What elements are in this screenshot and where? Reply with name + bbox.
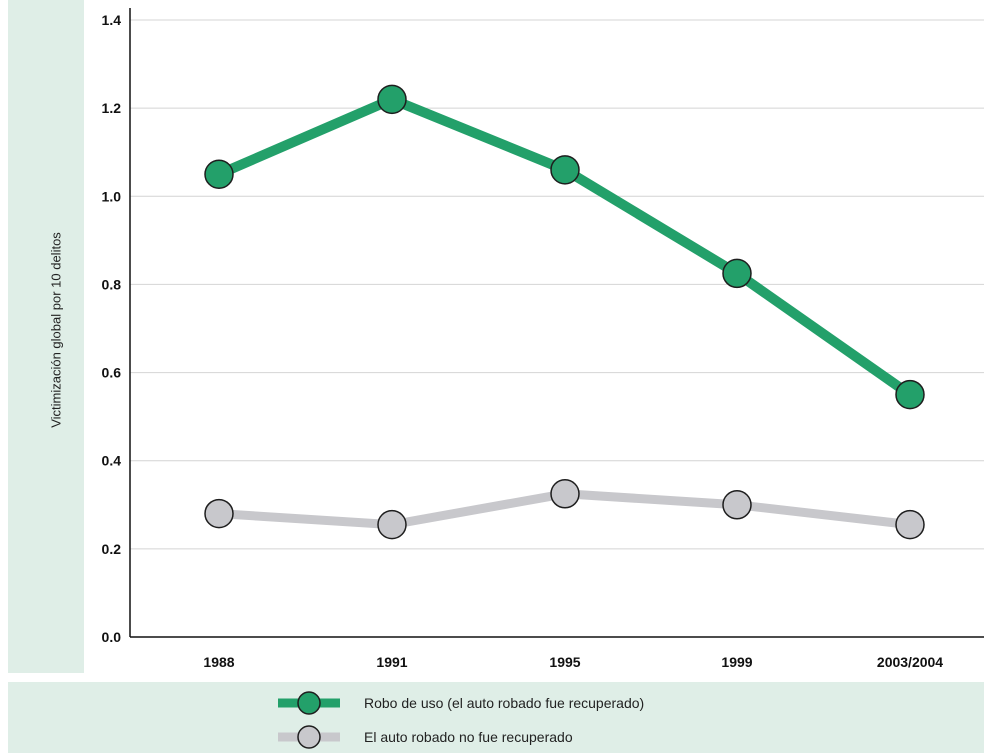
legend-label-not-recovered: El auto robado no fue recuperado xyxy=(364,729,573,745)
data-point xyxy=(377,84,407,115)
legend-label-recovered: Robo de uso (el auto robado fue recupera… xyxy=(364,695,645,711)
axes xyxy=(129,8,984,638)
x-tick-label: 1995 xyxy=(549,654,580,670)
y-tick-label: 1.0 xyxy=(102,188,122,204)
line-chart: 0.0 0.2 0.4 0.6 0.8 1.0 1.2 1.4 1988 1991 1995 199… xyxy=(102,8,984,670)
data-point xyxy=(895,509,925,540)
y-tick-label: 0.6 xyxy=(102,365,122,381)
data-point xyxy=(204,498,234,529)
y-axis-label-panel: Victimización global por 10 delitos xyxy=(8,0,84,673)
x-tick-labels: 1988 1991 1995 1999 2003/2004 xyxy=(203,654,943,670)
data-point xyxy=(550,479,580,509)
x-tick-label: 2003/2004 xyxy=(877,654,943,670)
x-tick-label: 1999 xyxy=(721,654,752,670)
y-tick-label: 1.2 xyxy=(102,100,122,116)
y-tick-label: 0.2 xyxy=(102,541,122,557)
y-tick-labels: 0.0 0.2 0.4 0.6 0.8 1.0 1.2 1.4 xyxy=(102,12,122,645)
data-point xyxy=(204,159,234,189)
legend-swatch-green xyxy=(278,691,340,715)
series-1 xyxy=(204,479,925,540)
series-line xyxy=(217,94,913,399)
data-point xyxy=(895,379,925,410)
y-tick-label: 0.0 xyxy=(102,629,122,645)
series-group xyxy=(204,84,925,540)
series-0 xyxy=(204,84,925,410)
data-point xyxy=(377,509,407,540)
data-point xyxy=(722,490,752,520)
x-tick-label: 1991 xyxy=(376,654,407,670)
data-point xyxy=(550,155,580,185)
legend-swatch-gray xyxy=(278,725,340,749)
y-tick-label: 0.8 xyxy=(102,276,122,292)
x-tick-label: 1988 xyxy=(203,654,234,670)
y-tick-label: 0.4 xyxy=(102,453,122,469)
y-tick-label: 1.4 xyxy=(102,12,122,28)
legend: Robo de uso (el auto robado fue recupera… xyxy=(8,682,984,753)
data-point xyxy=(722,258,752,289)
grid-lines xyxy=(130,19,984,550)
